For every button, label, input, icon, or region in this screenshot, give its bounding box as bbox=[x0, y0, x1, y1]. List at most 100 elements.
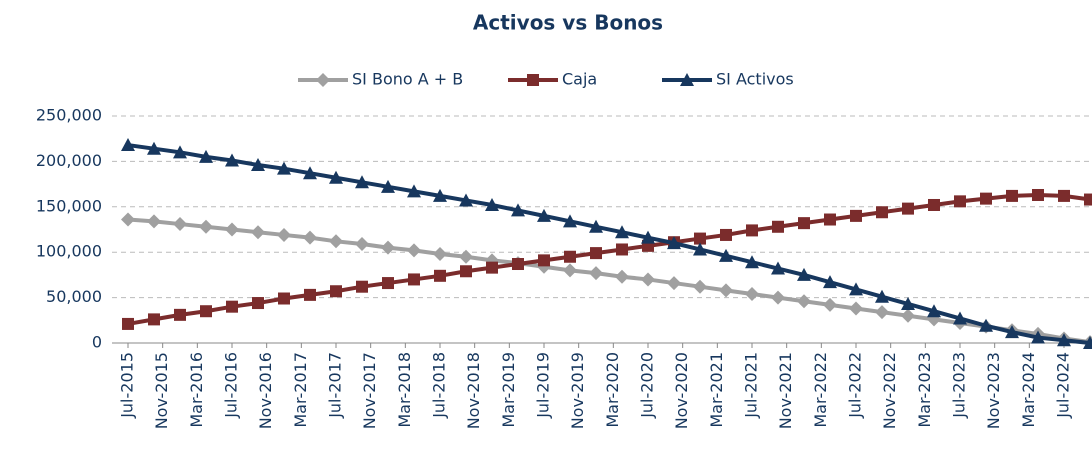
data-point bbox=[979, 318, 993, 332]
data-point bbox=[980, 192, 992, 205]
x-tick-label: Jul-2023 bbox=[950, 352, 969, 419]
data-point bbox=[407, 243, 421, 258]
data-point bbox=[564, 250, 576, 263]
data-point bbox=[147, 141, 161, 155]
data-point bbox=[148, 313, 160, 326]
data-point bbox=[720, 228, 732, 241]
data-point bbox=[433, 188, 447, 202]
data-point bbox=[538, 254, 550, 267]
data-point bbox=[693, 279, 707, 294]
data-point bbox=[1058, 189, 1070, 202]
data-point bbox=[511, 203, 525, 217]
data-point bbox=[174, 308, 186, 321]
x-tick-label: Jul-2022 bbox=[846, 352, 865, 419]
data-point bbox=[356, 280, 368, 293]
data-point bbox=[850, 209, 862, 222]
x-tick-label: Nov-2023 bbox=[984, 352, 1003, 429]
x-tick-label: Mar-2021 bbox=[707, 352, 726, 428]
data-point bbox=[798, 217, 810, 230]
data-point bbox=[277, 227, 291, 242]
data-point bbox=[200, 305, 212, 318]
data-point bbox=[1084, 193, 1092, 206]
data-point bbox=[875, 289, 889, 303]
data-point bbox=[486, 261, 498, 274]
data-point bbox=[303, 230, 317, 245]
data-point bbox=[537, 208, 551, 222]
y-tick-label: 150,000 bbox=[36, 196, 102, 215]
data-point bbox=[434, 269, 446, 282]
data-point bbox=[329, 170, 343, 184]
legend-marker bbox=[680, 73, 694, 86]
x-tick-label: Mar-2024 bbox=[1019, 352, 1038, 428]
data-point bbox=[1032, 188, 1044, 201]
legend-marker bbox=[316, 73, 330, 87]
data-point bbox=[173, 217, 187, 232]
data-point bbox=[823, 297, 837, 312]
data-point bbox=[512, 258, 524, 271]
x-tick-label: Mar-2022 bbox=[811, 352, 830, 428]
data-point bbox=[330, 285, 342, 298]
data-point bbox=[954, 195, 966, 208]
data-point bbox=[252, 297, 264, 310]
x-tick-label: Mar-2016 bbox=[187, 352, 206, 428]
data-point bbox=[694, 232, 706, 245]
data-point bbox=[278, 292, 290, 305]
data-point bbox=[225, 222, 239, 237]
x-tick-label: Mar-2023 bbox=[915, 352, 934, 428]
data-point bbox=[589, 266, 603, 281]
data-point bbox=[277, 161, 291, 175]
data-point bbox=[408, 273, 420, 286]
data-point bbox=[667, 276, 681, 291]
data-point bbox=[875, 305, 889, 320]
x-tick-label: Nov-2018 bbox=[464, 352, 483, 429]
data-point bbox=[304, 288, 316, 301]
series-line bbox=[127, 192, 1091, 326]
data-point bbox=[589, 219, 603, 233]
data-point bbox=[303, 166, 317, 180]
x-tick-label: Jul-2019 bbox=[534, 352, 553, 419]
x-tick-label: Nov-2016 bbox=[256, 352, 275, 429]
data-point bbox=[746, 224, 758, 237]
data-point bbox=[460, 265, 472, 278]
x-tick-label: Mar-2020 bbox=[603, 352, 622, 428]
data-point bbox=[329, 234, 343, 249]
data-point bbox=[407, 184, 421, 198]
x-tick-label: Nov-2019 bbox=[568, 352, 587, 429]
y-tick-label: 200,000 bbox=[36, 151, 102, 170]
data-point bbox=[381, 179, 395, 193]
data-point bbox=[355, 175, 369, 189]
data-point bbox=[616, 243, 628, 256]
data-point bbox=[693, 242, 707, 256]
series-line bbox=[127, 143, 1091, 345]
data-point bbox=[1083, 336, 1092, 349]
data-point bbox=[433, 247, 447, 262]
data-point bbox=[1005, 325, 1019, 339]
data-point bbox=[876, 206, 888, 219]
data-point bbox=[563, 214, 577, 228]
data-point bbox=[251, 158, 265, 172]
x-tick-label: Jul-2018 bbox=[430, 352, 449, 419]
x-tick-label: Jul-2021 bbox=[742, 352, 761, 419]
data-point bbox=[719, 283, 733, 298]
data-point bbox=[797, 294, 811, 309]
data-point bbox=[355, 237, 369, 252]
data-point bbox=[667, 236, 681, 250]
data-point bbox=[199, 219, 213, 234]
data-point bbox=[459, 249, 473, 264]
data-point bbox=[641, 230, 655, 244]
legend-label: Caja bbox=[562, 70, 597, 89]
data-point bbox=[797, 267, 811, 281]
legend-label: SI Bono A + B bbox=[352, 70, 463, 89]
data-point bbox=[121, 212, 135, 227]
x-tick-label: Jul-2017 bbox=[326, 352, 345, 419]
series-line bbox=[127, 217, 1091, 345]
data-point bbox=[771, 261, 785, 275]
data-point bbox=[485, 197, 499, 211]
data-point bbox=[590, 247, 602, 260]
x-tick-label: Mar-2019 bbox=[499, 352, 518, 428]
x-tick-label: Jul-2020 bbox=[638, 352, 657, 419]
data-point bbox=[719, 248, 733, 262]
data-point bbox=[824, 213, 836, 226]
x-tick-label: Nov-2020 bbox=[672, 352, 691, 429]
